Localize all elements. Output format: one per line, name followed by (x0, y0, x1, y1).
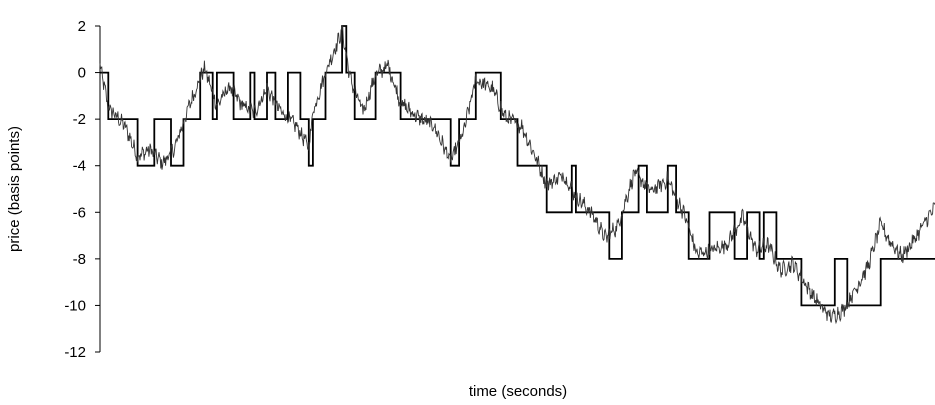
y-axis-label: price (basis points) (6, 126, 23, 252)
y-tick-label: 0 (78, 65, 86, 82)
y-tick-label: -12 (64, 344, 86, 361)
y-tick-label: -2 (73, 111, 86, 128)
series-noisy-line (99, 25, 935, 325)
plot-area (99, 25, 935, 325)
y-tick-label: -10 (64, 297, 86, 314)
series-step-line (100, 25, 935, 307)
x-axis-label: time (seconds) (469, 383, 567, 400)
y-tick-label: -8 (73, 251, 86, 268)
y-tick-label: -6 (73, 204, 86, 221)
y-axis: 2 0 -2 -4 -6 -8 -10 -12 (64, 18, 101, 361)
y-tick-label: -4 (73, 158, 86, 175)
y-tick-label: 2 (78, 18, 86, 35)
